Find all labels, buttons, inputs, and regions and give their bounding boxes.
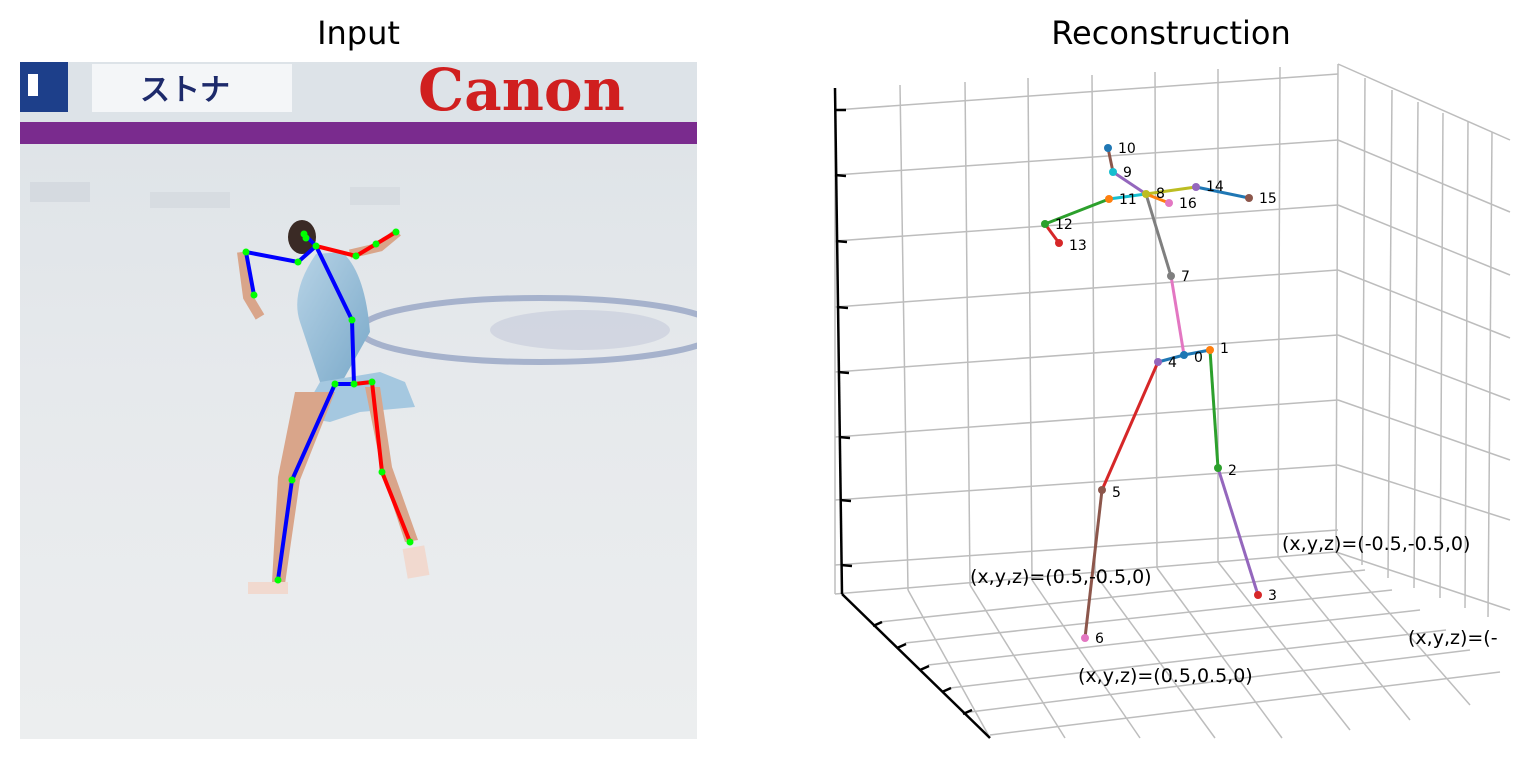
input-image-panel: ストナ Canon <box>20 62 697 739</box>
joint-9 <box>1109 168 1117 176</box>
corner-label-d: (x,y,z)=(- <box>1408 627 1498 649</box>
joint-10 <box>1104 144 1112 152</box>
input-panel-title: Input <box>317 14 400 52</box>
floor-grid <box>834 551 1501 739</box>
joint-12 <box>1041 220 1049 228</box>
joint-4 <box>1154 358 1162 366</box>
ice-surface <box>20 144 697 739</box>
axis-ticks <box>834 108 973 716</box>
joint-label-1: 1 <box>1220 341 1229 357</box>
corner-label-b: (x,y,z)=(-0.5,-0.5,0) <box>1282 533 1470 555</box>
back-wall-grid <box>834 63 1339 594</box>
joint-15 <box>1245 194 1253 202</box>
bone-8-9 <box>1112 170 1147 196</box>
joint-label-3: 3 <box>1268 588 1277 604</box>
joint-11 <box>1105 195 1113 203</box>
joint-label-4: 4 <box>1168 355 1177 371</box>
joint-label-10: 10 <box>1118 141 1136 157</box>
skeleton-overlay-2d <box>244 230 412 582</box>
bone-7-8 <box>1144 193 1173 277</box>
bone-9-10 <box>1106 147 1115 173</box>
joint-label-12: 12 <box>1055 217 1073 233</box>
bone-8-11 <box>1108 192 1147 201</box>
corner-label-a: (x,y,z)=(0.5,-0.5,0) <box>970 566 1152 588</box>
joint-label-9: 9 <box>1123 165 1132 181</box>
joint-label-6: 6 <box>1095 631 1104 647</box>
rink-border-stripe <box>20 122 697 144</box>
joint-label-7: 7 <box>1181 269 1190 285</box>
joint-label-11: 11 <box>1119 192 1137 208</box>
bone-0-7 <box>1169 275 1186 356</box>
joint-label-8: 8 <box>1156 186 1165 202</box>
banner-left-text: ストナ <box>140 73 230 108</box>
joint-6 <box>1081 634 1089 642</box>
bone-8-16 <box>1145 192 1170 205</box>
corner-label-c: (x,y,z)=(0.5,0.5,0) <box>1078 665 1253 687</box>
joint-1 <box>1206 346 1214 354</box>
joint-13 <box>1055 239 1063 247</box>
joint-5 <box>1098 486 1106 494</box>
joint-label-0: 0 <box>1194 350 1203 366</box>
joint-16 <box>1165 199 1173 207</box>
joint-8 <box>1142 190 1150 198</box>
joint-label-14: 14 <box>1206 179 1224 195</box>
side-wall-grid <box>1335 63 1511 618</box>
joint-0 <box>1180 351 1188 359</box>
skeleton-joints-2d <box>242 228 414 584</box>
joint-label-2: 2 <box>1228 463 1237 479</box>
bone-14-15 <box>1195 185 1250 200</box>
bone-0-4 <box>1157 353 1185 364</box>
joint-label-15: 15 <box>1259 191 1277 207</box>
reconstruction-panel-title: Reconstruction <box>1051 14 1291 52</box>
joint-label-5: 5 <box>1112 485 1121 501</box>
bone-2-3 <box>1216 467 1260 596</box>
joint-14 <box>1192 183 1200 191</box>
input-image: ストナ Canon <box>20 62 697 739</box>
joint-7 <box>1167 272 1175 280</box>
joint-label-13: 13 <box>1069 238 1087 254</box>
bone-11-12 <box>1044 197 1110 226</box>
joint-3 <box>1254 591 1262 599</box>
bone-1-2 <box>1208 349 1220 469</box>
sponsor-banner <box>92 64 292 112</box>
bone-5-6 <box>1083 489 1104 639</box>
bone-8-14 <box>1145 185 1197 196</box>
bone-4-5 <box>1100 361 1160 491</box>
joint-label-16: 16 <box>1179 196 1197 212</box>
canon-logo: Canon <box>418 62 625 124</box>
bone-0-1 <box>1183 348 1211 357</box>
joint-2 <box>1214 464 1222 472</box>
